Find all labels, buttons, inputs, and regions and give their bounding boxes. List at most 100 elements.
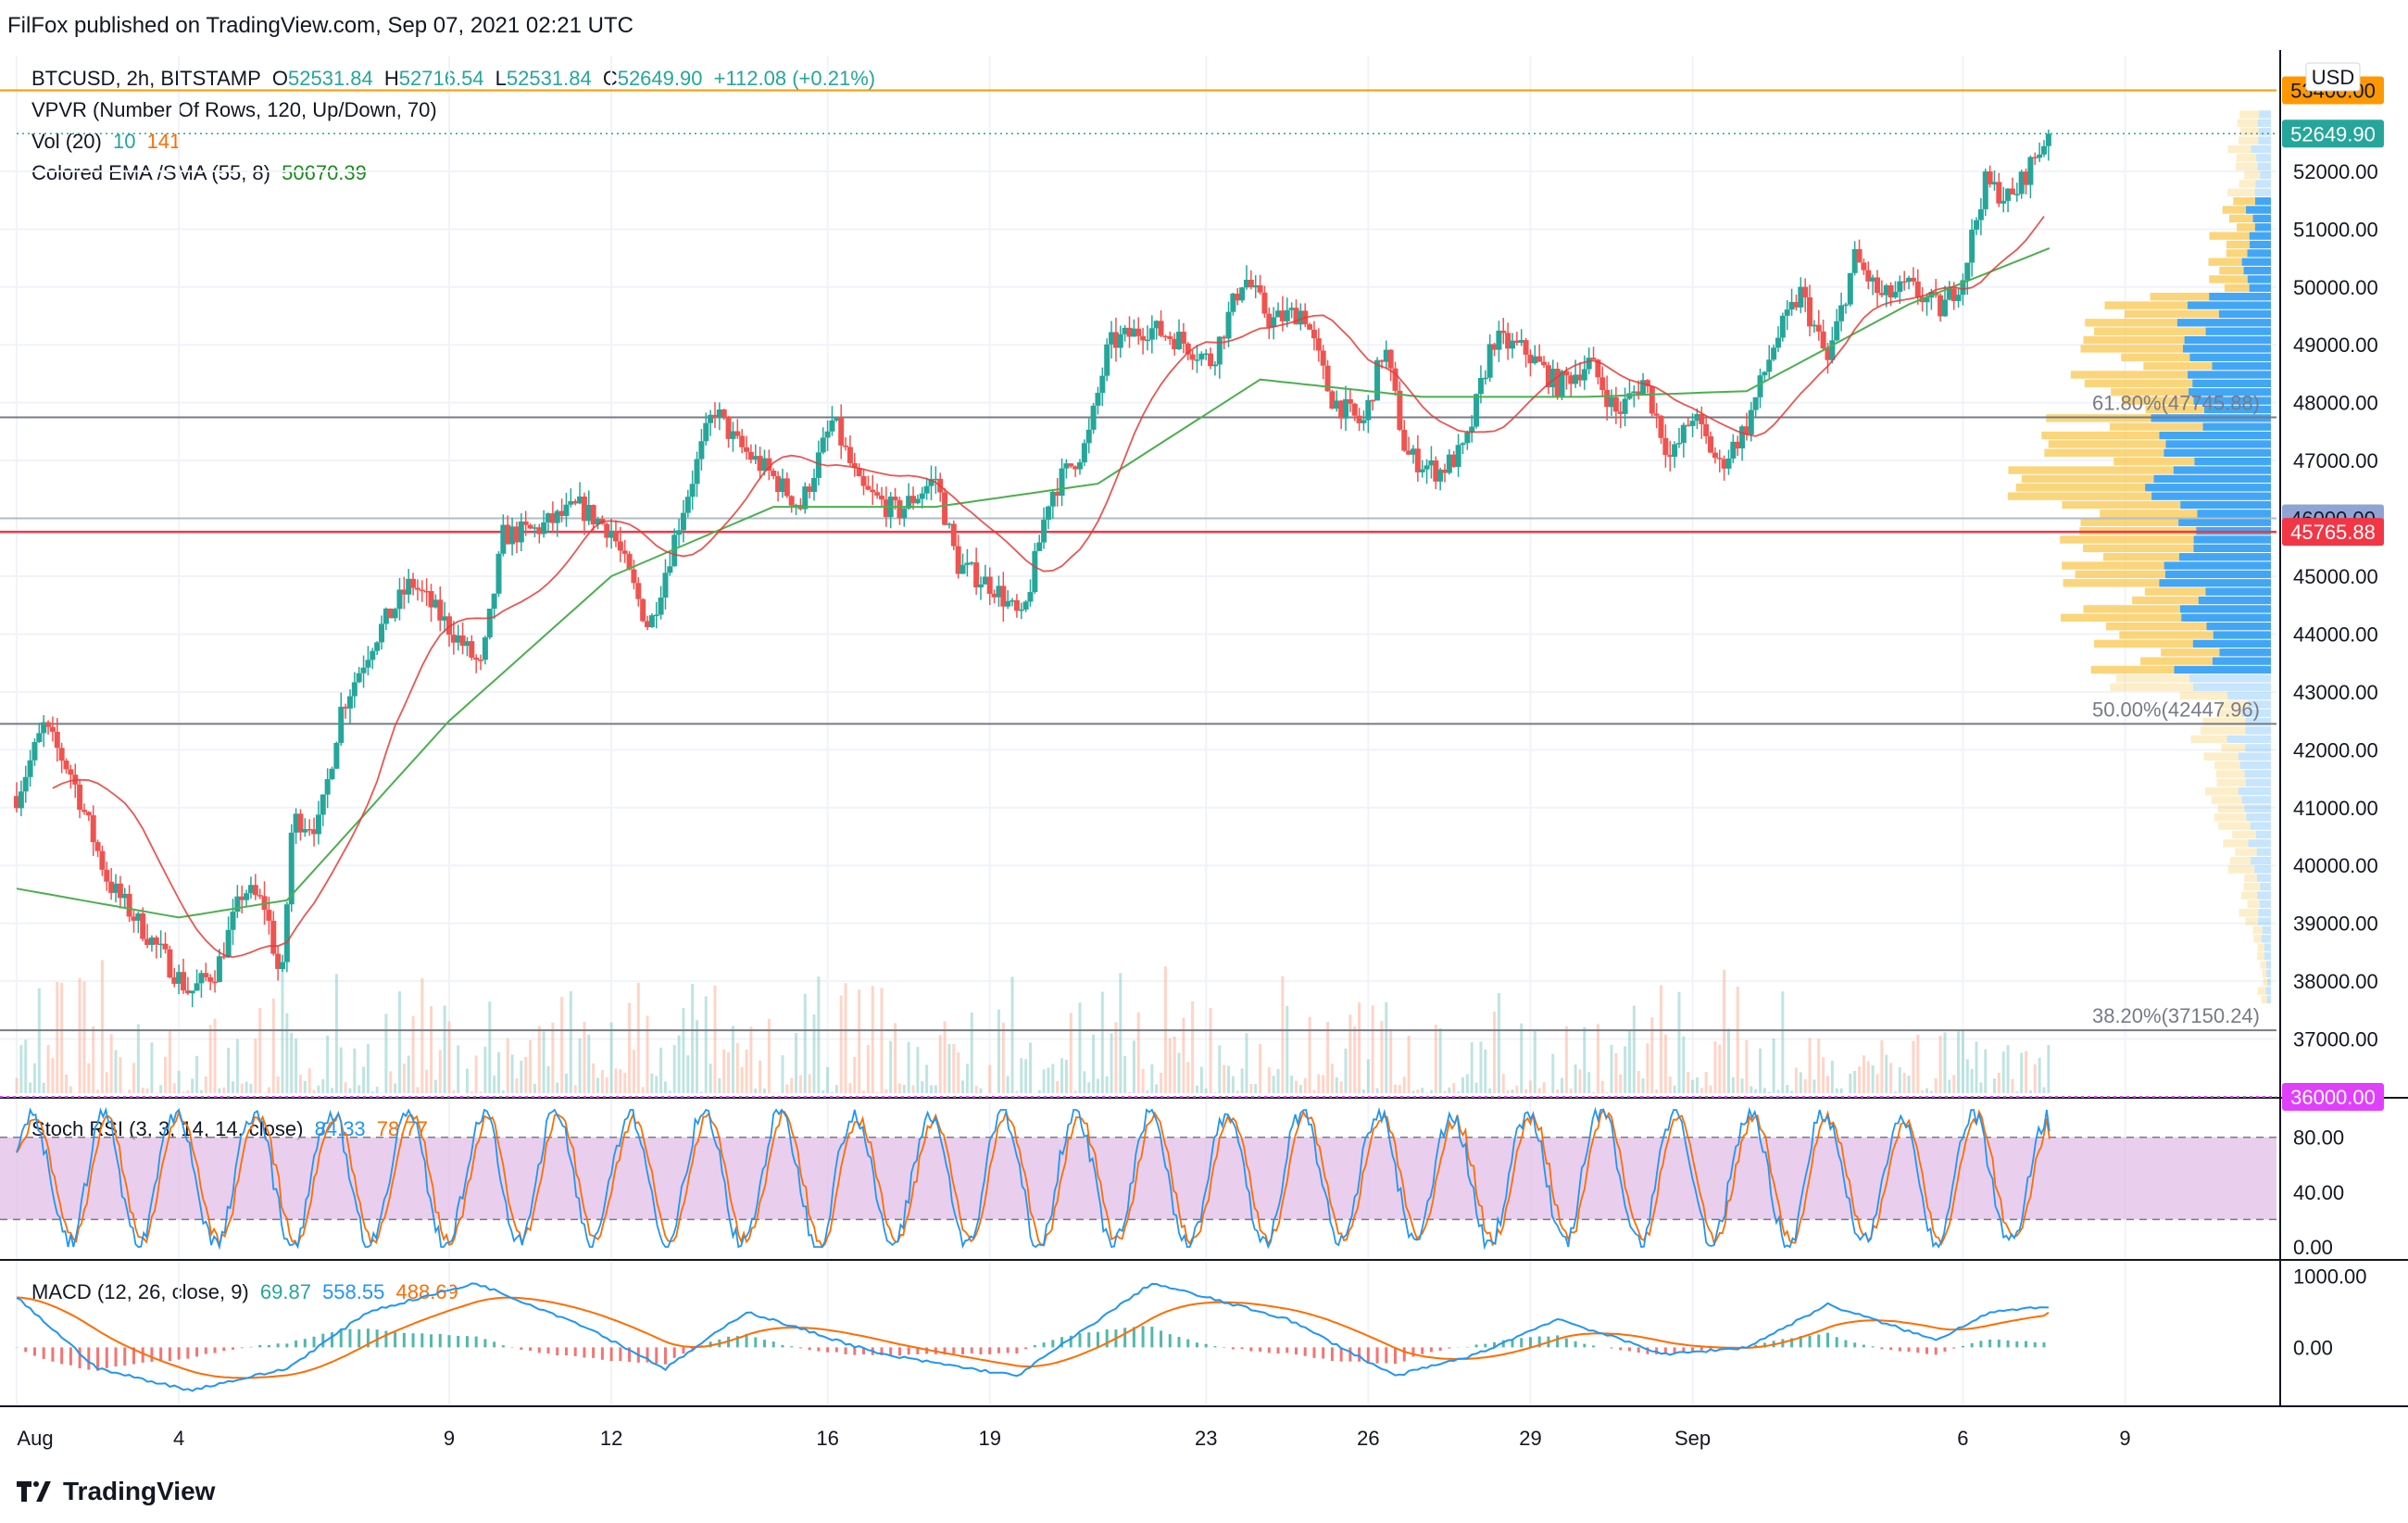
candle-body bbox=[527, 524, 533, 529]
volume-bar bbox=[533, 1083, 536, 1093]
macd-hist-bar bbox=[600, 1347, 604, 1360]
candle-body bbox=[1842, 304, 1849, 307]
vpvr-up-row bbox=[2251, 145, 2271, 154]
volume-bar bbox=[1704, 1072, 1708, 1093]
vpvr-down-row bbox=[2239, 180, 2256, 188]
volume-bar bbox=[123, 1092, 127, 1093]
vpvr-up-row bbox=[2264, 943, 2271, 951]
volume-bar bbox=[1992, 1078, 1996, 1093]
candle-body bbox=[1027, 592, 1034, 602]
vpvr-up-row bbox=[2227, 691, 2271, 700]
volume-bar bbox=[1561, 1077, 1564, 1093]
vpvr-up-row bbox=[2247, 249, 2271, 258]
volume-bar bbox=[159, 1085, 163, 1093]
volume-bar bbox=[1010, 976, 1014, 1093]
candle-body bbox=[1167, 336, 1173, 339]
macd-hist-bar bbox=[1312, 1347, 1316, 1358]
candle-body bbox=[640, 598, 646, 622]
legend-symbol-row: BTCUSD, 2h, BITSTAMP O52531.84 H52716.54… bbox=[31, 67, 881, 91]
vpvr-down-row bbox=[2044, 448, 2164, 457]
macd-hist-bar bbox=[195, 1347, 199, 1357]
macd-hist-bar bbox=[465, 1336, 469, 1348]
vpvr-up-row bbox=[2254, 196, 2271, 206]
vpvr-down-row bbox=[2240, 128, 2259, 136]
volume-bar bbox=[1889, 1063, 1893, 1093]
candle-body bbox=[90, 815, 96, 843]
candle-body bbox=[194, 983, 200, 991]
macd-hist-bar bbox=[853, 1347, 857, 1355]
volume-bar bbox=[1006, 1076, 1010, 1093]
vpvr-down-row bbox=[2214, 813, 2247, 822]
candle-body bbox=[1861, 262, 1867, 271]
legend-macd-hist: 69.87 bbox=[259, 1280, 311, 1303]
volume-bar bbox=[411, 1015, 415, 1093]
vpvr-up-row bbox=[2255, 180, 2271, 188]
candle-body bbox=[1351, 403, 1358, 416]
candle-body bbox=[1883, 285, 1889, 296]
candle-body bbox=[919, 493, 925, 499]
last-price-tag-bg bbox=[2282, 120, 2384, 148]
volume-bar bbox=[1862, 1055, 1865, 1093]
volume-bar bbox=[271, 998, 275, 1093]
volume-bar bbox=[894, 1023, 897, 1093]
volume-bar bbox=[60, 982, 64, 1093]
candle-body bbox=[1536, 356, 1543, 362]
date-tick-label: 29 bbox=[1519, 1427, 1541, 1450]
candle-body bbox=[991, 594, 997, 598]
vpvr-down-row bbox=[2214, 761, 2240, 770]
red-line-price-tag: 45765.88 bbox=[2290, 521, 2376, 544]
candle-body bbox=[244, 893, 250, 900]
vpvr-up-row bbox=[2212, 361, 2271, 371]
candle-body bbox=[1378, 359, 1385, 362]
vpvr-down-row bbox=[2260, 961, 2267, 969]
candle-body bbox=[834, 417, 840, 421]
macd-hist-bar bbox=[1141, 1326, 1145, 1348]
volume-bar bbox=[551, 1022, 555, 1093]
volume-bar bbox=[1411, 1090, 1415, 1093]
candle-body bbox=[351, 682, 357, 697]
macd-hist-bar bbox=[276, 1343, 280, 1348]
macd-hist-bar bbox=[1997, 1340, 2000, 1348]
candle-body bbox=[708, 414, 714, 423]
volume-bar bbox=[1385, 1001, 1388, 1093]
candle-body bbox=[541, 522, 547, 535]
volume-bar bbox=[1736, 987, 1739, 1093]
volume-bar bbox=[1218, 1045, 1222, 1093]
date-axis-labels: Aug 4 9 12 16 19 23 26 29 Sep 6 9 bbox=[17, 1427, 2130, 1450]
volume-bar bbox=[573, 1085, 577, 1093]
vpvr-down-row bbox=[2015, 484, 2146, 492]
volume-bar bbox=[1484, 1049, 1487, 1093]
candle-body bbox=[1694, 413, 1700, 422]
volume-bar bbox=[641, 1087, 645, 1093]
volume-bar bbox=[745, 1050, 748, 1093]
volume-bar bbox=[1699, 1088, 1703, 1093]
fib-level-label: 38.20%(37150.24) bbox=[2092, 1004, 2260, 1027]
tradingview-logo[interactable]: TradingView bbox=[17, 1477, 215, 1506]
macd-hist-bar bbox=[501, 1345, 505, 1348]
volume-bar bbox=[96, 1089, 100, 1093]
vpvr-up-row bbox=[2243, 266, 2271, 275]
volume-bar bbox=[1434, 1025, 1437, 1093]
candle-body bbox=[648, 615, 655, 627]
volume-bar bbox=[961, 1080, 965, 1093]
candle-body bbox=[1888, 285, 1894, 298]
vpvr-down-row bbox=[2203, 752, 2239, 761]
candle-body bbox=[167, 949, 173, 978]
volume-bar bbox=[1520, 1023, 1524, 1093]
candle-body bbox=[153, 937, 159, 945]
macd-hist-bar bbox=[366, 1328, 370, 1348]
macd-hist-bar bbox=[204, 1347, 207, 1354]
legend-vpvr-label: VPVR (Number Of Rows, 120, Up/Down, 70) bbox=[31, 98, 437, 121]
price-tick-label: 45000.00 bbox=[2293, 565, 2378, 588]
candle-body bbox=[1261, 292, 1268, 314]
volume-bar bbox=[344, 1082, 347, 1093]
legend-ema-label: Colored EMA /SMA (55, 8) bbox=[31, 161, 270, 184]
volume-bar bbox=[1934, 1078, 1938, 1093]
volume-bar bbox=[668, 1090, 671, 1093]
volume-bar bbox=[1799, 1072, 1802, 1093]
volume-bar bbox=[1970, 1068, 1974, 1093]
volume-bar bbox=[114, 1050, 118, 1093]
candle-body bbox=[1077, 462, 1084, 470]
candle-body bbox=[1221, 336, 1227, 339]
